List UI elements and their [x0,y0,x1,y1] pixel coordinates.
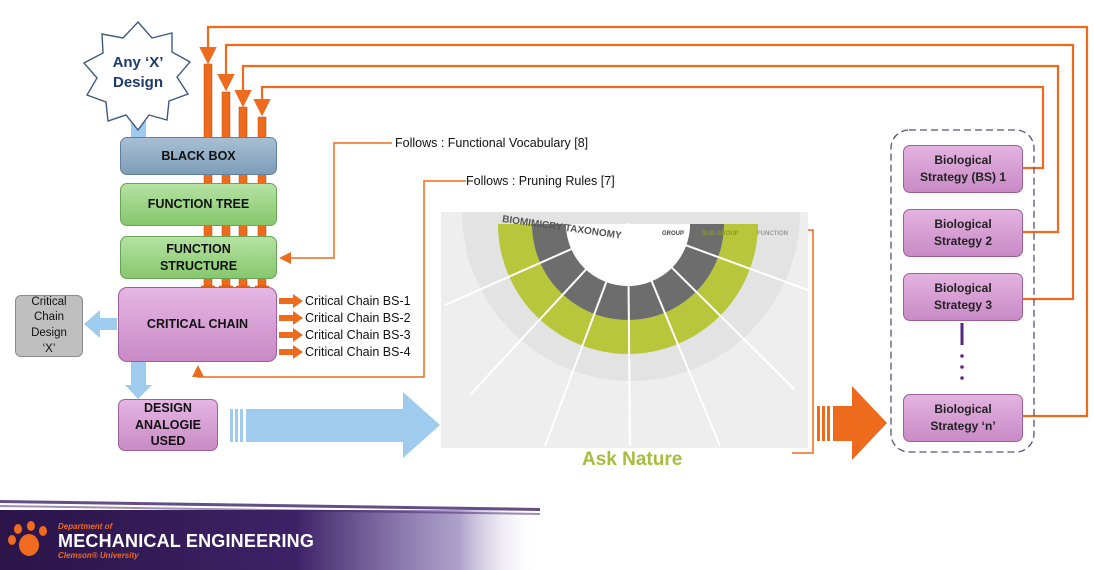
biological-strategy-n: Biological Strategy ‘n’ [903,394,1023,442]
dept-name: MECHANICAL ENGINEERING [58,531,315,551]
feedback-loops [199,25,1089,418]
function-tree-step: FUNCTION TREE [120,183,277,226]
chain-label-arrows [279,294,303,359]
function-structure-line1: FUNCTION [166,241,231,256]
taxonomy-subgroup-label: SUB-GROUP [702,231,739,237]
footer-band [0,510,540,570]
any-x-line1: Any ‘X’ [112,54,164,71]
ccd-line1: Critical [31,295,67,308]
bs2-line1: Biological [934,217,992,232]
design-line1: DESIGN [144,400,192,415]
big-arrow-to-strategies [817,386,887,460]
design-line2: ANALOGIE [135,417,201,432]
bs1-line1: Biological [934,153,992,168]
arrow-to-critical-design [84,310,117,338]
ask-nature-label: Ask Nature [582,449,683,470]
design-analogie-step: DESIGN ANALOGIE USED [118,399,218,451]
function-structure-step: FUNCTION STRUCTURE [120,236,277,279]
ccd-line2: Chain [33,311,65,324]
function-tree-label: FUNCTION TREE [147,197,250,212]
design-line3: USED [150,434,186,449]
strategies-container [890,129,1035,453]
black-box-step: BLACK BOX [120,137,277,175]
biological-strategy-2: Biological Strategy 2 [903,209,1023,257]
taxonomy-function-label: FUNCTION [757,231,788,237]
any-x-design-star [82,20,192,132]
biological-strategy-3: Biological Strategy 3 [903,273,1023,321]
function-structure-line2: STRUCTURE [159,258,238,273]
critical-chain-bs-1: Critical Chain BS-1 [305,294,411,308]
bsn-line2: Strategy ‘n’ [930,419,996,433]
critical-chain-design-box: Critical Chain Design ‘X’ [15,295,83,357]
bs3-line1: Biological [934,281,992,296]
bs1-line2: Strategy (BS) 1 [919,170,1007,184]
paw-logo-icon [8,521,47,556]
critical-chain-bs-4: Critical Chain BS-4 [305,345,411,359]
critical-chain-bs-2: Critical Chain BS-2 [305,311,411,325]
ccd-line4: ‘X’ [42,342,56,355]
ccd-line3: Design [31,327,67,339]
bs3-line2: Strategy 3 [933,298,993,312]
big-arrow-to-taxonomy [230,392,440,458]
any-x-line2: Design [112,73,163,91]
biological-strategy-1: Biological Strategy (BS) 1 [903,145,1023,193]
taxonomy-group-label: GROUP [662,231,685,237]
bsn-line1: Biological [934,402,992,417]
functional-vocabulary-note: Follows : Functional Vocabulary [8] [395,136,589,150]
dept-prefix: Department of [58,522,113,531]
university-name: Clemson® University [58,551,139,560]
critical-chain-bs-3: Critical Chain BS-3 [305,328,411,342]
pruning-rules-note: Follows : Pruning Rules [7] [466,174,615,188]
black-box-label: BLACK BOX [161,148,236,163]
taxonomy-wheel [441,212,809,448]
flow-arrow-bottom [131,362,146,386]
critical-chain-step: CRITICAL CHAIN [118,287,277,362]
critical-chain-label: CRITICAL CHAIN [146,317,249,332]
bs2-line2: Strategy 2 [933,234,993,248]
any-x-design-label: Any ‘X’ Design [93,53,183,92]
